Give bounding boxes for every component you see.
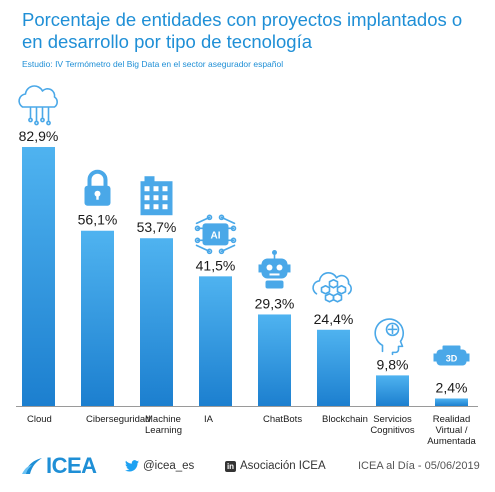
building-circuit-icon bbox=[140, 176, 173, 216]
data-label-3: 41,5% bbox=[196, 257, 236, 273]
bar-2 bbox=[140, 238, 173, 406]
category-label-0: Cloud bbox=[27, 414, 52, 425]
data-label-4: 29,3% bbox=[255, 295, 295, 311]
twitter-link[interactable]: @icea_es bbox=[125, 460, 194, 472]
svg-text:AI: AI bbox=[211, 230, 221, 241]
logo-text: ICEA bbox=[46, 453, 97, 478]
source-date: ICEA al Día - 05/06/2019 bbox=[358, 460, 480, 472]
icons-group: AI 3D bbox=[18, 85, 470, 366]
bar-1 bbox=[81, 230, 114, 406]
blockchain-cloud-icon bbox=[312, 272, 352, 303]
bar-3 bbox=[199, 276, 232, 406]
icea-logo-icon bbox=[22, 458, 42, 474]
vr-headset-icon: 3D bbox=[433, 345, 470, 366]
data-label-2: 53,7% bbox=[137, 219, 177, 235]
linkedin-name: Asociación ICEA bbox=[240, 460, 326, 472]
twitter-handle: @icea_es bbox=[143, 460, 195, 472]
bar-7 bbox=[435, 398, 468, 406]
category-label-7: Realidad Virtual / Aumentada bbox=[427, 414, 476, 447]
linkedin-icon: in bbox=[225, 460, 236, 472]
padlock-icon bbox=[84, 169, 111, 206]
bars-group bbox=[22, 147, 468, 406]
category-label-3: IA bbox=[204, 414, 214, 425]
icea-logo: ICEA bbox=[22, 452, 97, 480]
data-label-0: 82,9% bbox=[19, 128, 59, 144]
data-label-5: 24,4% bbox=[314, 311, 354, 327]
cognitive-head-icon bbox=[374, 318, 405, 356]
labels-group: 82,9% Cloud 56,1% Ciberseguridad 53,7% Machin… bbox=[19, 128, 477, 447]
chart-title: Porcentaje de entidades con proyectos im… bbox=[22, 9, 463, 52]
footer: ICEA @icea_es in Asociación ICEA ICEA al… bbox=[0, 448, 495, 492]
category-label-1: Ciberseguridad bbox=[86, 414, 150, 425]
bar-0 bbox=[22, 147, 55, 406]
linkedin-link[interactable]: in Asociación ICEA bbox=[225, 460, 326, 472]
cloud-icon bbox=[18, 85, 58, 126]
robot-icon bbox=[258, 249, 291, 289]
svg-text:3D: 3D bbox=[446, 354, 458, 364]
chart-subtitle: Estudio: IV Termómetro del Big Data en e… bbox=[22, 59, 284, 69]
bar-chart: 82,9% Cloud 56,1% Ciberseguridad 53,7% Machin… bbox=[16, 85, 478, 447]
bar-5 bbox=[317, 329, 350, 406]
category-label-4: ChatBots bbox=[263, 414, 302, 425]
twitter-icon bbox=[125, 460, 139, 472]
bar-6 bbox=[376, 375, 409, 406]
ai-chip-icon: AI bbox=[194, 214, 237, 255]
bar-4 bbox=[258, 314, 291, 406]
data-label-7: 2,4% bbox=[436, 380, 468, 396]
category-label-5: Blockchain bbox=[322, 414, 368, 425]
data-label-6: 9,8% bbox=[377, 356, 409, 372]
category-label-2: Machine Learning bbox=[145, 414, 182, 436]
data-label-1: 56,1% bbox=[78, 212, 118, 228]
category-label-6: Servicios Cognitivos bbox=[370, 414, 415, 436]
